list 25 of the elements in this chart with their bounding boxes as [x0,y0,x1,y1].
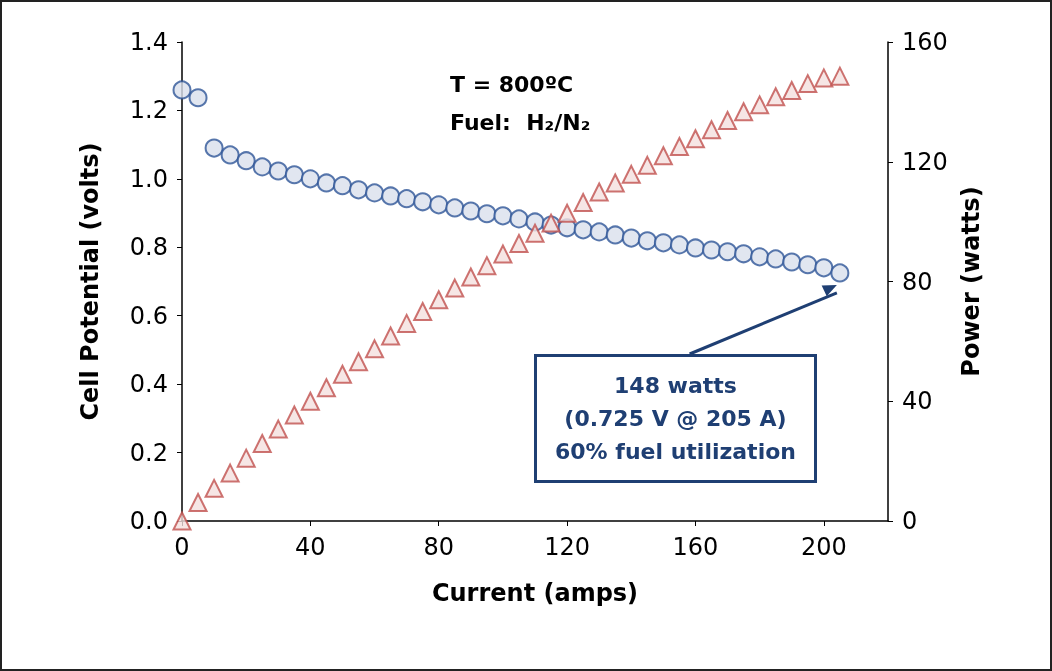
y2-tick-label: 0 [902,507,918,535]
y2-axis-title: Power (watts) [956,186,985,377]
x-tick-label: 40 [295,533,326,561]
y2-tick-label: 120 [902,147,948,176]
x-tick-label: 160 [672,533,719,561]
y2-tick-label: 80 [902,267,933,296]
y-tick-label: 0.6 [129,301,168,330]
x-axis-title: Current (amps) [431,579,639,607]
y-axis-title: Cell Potential (volts) [76,142,104,421]
x-tick-label: 120 [544,533,590,561]
y2-tick-label: 160 [902,28,948,56]
x-tick-label: 80 [423,533,454,561]
y-tick-label: 0.0 [129,507,168,535]
y-tick-label: 0.4 [129,370,168,399]
x-tick-label: 200 [800,533,847,561]
annotation: T = 800ºC [450,72,574,97]
y-tick-label: 0.8 [129,233,168,262]
y-tick-label: 0.2 [129,438,168,467]
y-tick-label: 1.0 [129,164,168,193]
y-tick-label: 1.4 [129,28,168,56]
annotation: 148 watts (0.725 V @ 205 A) 60% fuel utilization [534,354,817,483]
x-tick-label: 0 [174,533,190,561]
y2-tick-label: 40 [902,387,933,416]
y-tick-label: 1.2 [129,96,168,125]
annotation: Fuel: H₂/N₂ [450,110,591,135]
